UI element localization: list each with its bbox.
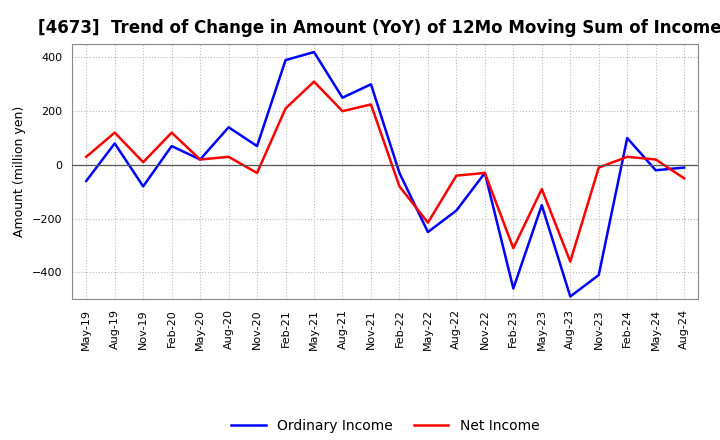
Net Income	[167, 130, 176, 135]
Ordinary Income	[680, 165, 688, 170]
Net Income	[509, 246, 518, 251]
Line: Ordinary Income: Ordinary Income	[86, 52, 684, 297]
Legend: Ordinary Income, Net Income: Ordinary Income, Net Income	[225, 413, 545, 438]
Y-axis label: Amount (million yen): Amount (million yen)	[13, 106, 26, 237]
Ordinary Income	[366, 82, 375, 87]
Ordinary Income	[253, 143, 261, 149]
Net Income	[652, 157, 660, 162]
Ordinary Income	[167, 143, 176, 149]
Ordinary Income	[310, 49, 318, 55]
Ordinary Income	[423, 229, 432, 235]
Ordinary Income	[82, 178, 91, 183]
Ordinary Income	[282, 58, 290, 63]
Net Income	[139, 160, 148, 165]
Net Income	[282, 106, 290, 111]
Net Income	[310, 79, 318, 84]
Ordinary Income	[595, 272, 603, 278]
Ordinary Income	[480, 170, 489, 176]
Net Income	[566, 259, 575, 264]
Ordinary Income	[225, 125, 233, 130]
Net Income	[623, 154, 631, 159]
Net Income	[423, 220, 432, 225]
Ordinary Income	[509, 286, 518, 291]
Net Income	[110, 130, 119, 135]
Net Income	[480, 170, 489, 176]
Line: Net Income: Net Income	[86, 81, 684, 262]
Ordinary Income	[139, 184, 148, 189]
Net Income	[253, 170, 261, 176]
Ordinary Income	[623, 136, 631, 141]
Net Income	[225, 154, 233, 159]
Ordinary Income	[338, 95, 347, 100]
Net Income	[595, 165, 603, 170]
Net Income	[452, 173, 461, 178]
Net Income	[537, 187, 546, 192]
Ordinary Income	[537, 202, 546, 208]
Net Income	[395, 184, 404, 189]
Ordinary Income	[196, 157, 204, 162]
Ordinary Income	[395, 170, 404, 176]
Net Income	[680, 176, 688, 181]
Title: [4673]  Trend of Change in Amount (YoY) of 12Mo Moving Sum of Incomes: [4673] Trend of Change in Amount (YoY) o…	[38, 19, 720, 37]
Ordinary Income	[110, 141, 119, 146]
Net Income	[196, 157, 204, 162]
Ordinary Income	[652, 168, 660, 173]
Net Income	[338, 109, 347, 114]
Ordinary Income	[566, 294, 575, 299]
Net Income	[82, 154, 91, 159]
Ordinary Income	[452, 208, 461, 213]
Net Income	[366, 102, 375, 107]
